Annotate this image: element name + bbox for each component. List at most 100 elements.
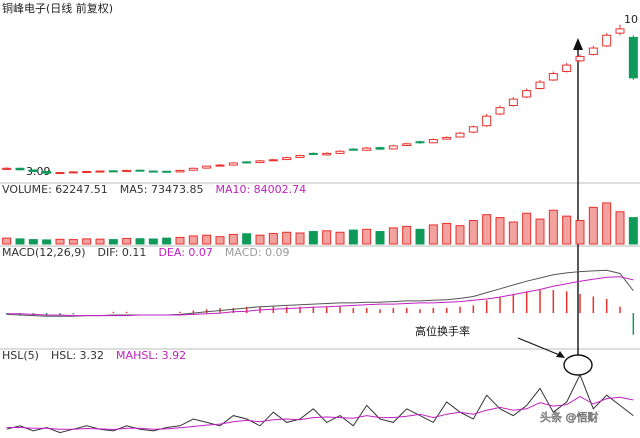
legend-text: MAHSL: 3.92 — [116, 349, 186, 362]
volume-bar — [148, 238, 158, 245]
candle-body — [108, 170, 118, 173]
legend-text: VOLUME: 62247.51 — [2, 183, 108, 196]
candle-body — [308, 152, 318, 155]
candle-body — [628, 36, 638, 79]
annotation: 高位换手率 — [415, 324, 470, 338]
candle-body — [415, 141, 425, 144]
volume-bar — [362, 228, 372, 245]
high-price-label: 10 — [624, 13, 638, 26]
volume-bar — [442, 222, 452, 245]
candle-body — [482, 115, 492, 127]
volume-bar — [322, 230, 332, 245]
volume-bar — [482, 214, 492, 245]
series-line — [6, 373, 634, 434]
candle-body — [42, 170, 52, 174]
volume-bar — [615, 211, 625, 245]
watermark: 头条 @悟财 — [540, 410, 599, 424]
candle-body — [135, 169, 145, 172]
volume-bar — [522, 212, 532, 245]
candle-body — [495, 107, 505, 115]
volume-bar — [402, 225, 412, 245]
volume-bar — [255, 234, 265, 245]
candle-body — [268, 159, 278, 162]
volume-bar — [242, 233, 252, 245]
candle-body — [508, 98, 518, 107]
volume-bar — [202, 234, 212, 245]
candle-body — [295, 155, 305, 158]
candle-body — [242, 161, 252, 164]
volume-bar — [68, 239, 78, 245]
candle-body — [468, 126, 478, 133]
volume-bar — [308, 231, 318, 245]
candle-body — [615, 28, 625, 34]
volume-bar — [175, 236, 185, 245]
volume-bar — [2, 237, 12, 245]
volume-bar — [348, 229, 358, 245]
volume-bar — [388, 227, 398, 245]
candle-body — [522, 90, 532, 98]
low-price-label: 3.09 — [26, 165, 51, 178]
volume-bar — [162, 237, 172, 245]
candle-body — [548, 73, 558, 81]
candle-body — [95, 170, 105, 173]
candle-body — [375, 147, 385, 150]
candle-body — [335, 150, 345, 154]
candle-body — [442, 136, 452, 140]
candle-body — [202, 165, 212, 169]
candle-body — [188, 167, 198, 171]
volume-bar — [335, 231, 345, 245]
legend-text: HSL(5) — [2, 349, 39, 362]
candle-body — [562, 64, 572, 72]
candle-body — [348, 148, 358, 151]
legend-text: MA10: 84002.74 — [215, 183, 306, 196]
series-line — [6, 396, 634, 431]
candle-body — [2, 167, 12, 170]
candle-body — [255, 160, 265, 164]
volume-bar — [95, 238, 105, 245]
volume-bar — [108, 239, 118, 245]
candle-body — [282, 157, 292, 161]
volume-bar — [55, 238, 65, 245]
candle-body — [588, 47, 598, 55]
candle-body — [388, 145, 398, 150]
volume-bar — [628, 217, 638, 245]
candle-body — [148, 170, 158, 173]
volume-bar — [268, 232, 278, 245]
candle-body — [215, 164, 225, 167]
volume-bar — [495, 217, 505, 245]
arrow-head — [573, 38, 583, 50]
legend-text: DEA: 0.07 — [158, 246, 212, 259]
candle-body — [15, 167, 25, 171]
legend-text: MACD: 0.09 — [225, 246, 290, 259]
candle-body — [575, 56, 585, 62]
legend-text: MA5: 73473.85 — [120, 183, 204, 196]
volume-bar — [562, 215, 572, 245]
volume-bar — [602, 202, 612, 245]
volume-bar — [588, 206, 598, 245]
candle-body — [402, 143, 412, 147]
volume-bar — [215, 236, 225, 245]
volume-bar — [135, 238, 145, 245]
volume-bar — [575, 220, 585, 245]
volume-bar — [468, 220, 478, 245]
volume-bar — [228, 233, 238, 245]
candle-body — [55, 172, 65, 175]
candle-body — [175, 169, 185, 173]
chart-title: 铜峰电子(日线 前复权) — [2, 1, 113, 15]
volume-bar — [122, 237, 132, 245]
candle-body — [82, 170, 92, 173]
volume-bar — [535, 218, 545, 245]
candle-body — [455, 132, 465, 138]
volume-bar — [548, 209, 558, 245]
legend-text: DIF: 0.11 — [98, 246, 147, 259]
candle-body — [602, 34, 612, 47]
candle-body — [28, 169, 38, 172]
volume-bar — [188, 235, 198, 245]
volume-bar — [295, 232, 305, 245]
candle-body — [68, 171, 78, 174]
volume-bar — [455, 225, 465, 245]
volume-bar — [15, 238, 25, 245]
candle-body — [362, 147, 372, 151]
